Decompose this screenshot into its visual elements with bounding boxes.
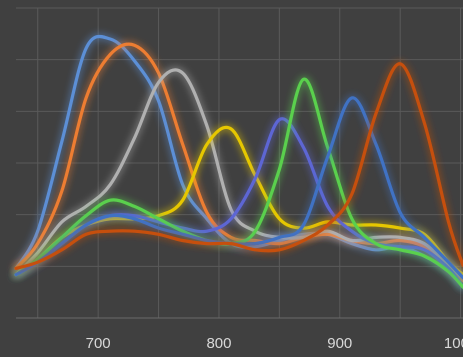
series-line-2 (14, 42, 463, 283)
series-line-8 (14, 62, 463, 270)
x-tick-label: 900 (327, 335, 352, 352)
series-line-7 (14, 96, 463, 280)
series-line-6 (14, 77, 463, 289)
series-lines (14, 34, 463, 289)
x-tick-label: 800 (206, 335, 231, 352)
grid-lines (16, 7, 463, 319)
x-tick-label: 1000 (444, 335, 463, 352)
series-line-3 (14, 68, 463, 280)
x-tick-label: 700 (86, 335, 111, 352)
x-axis-tick-labels: 700 800 900 1000 (86, 335, 463, 352)
